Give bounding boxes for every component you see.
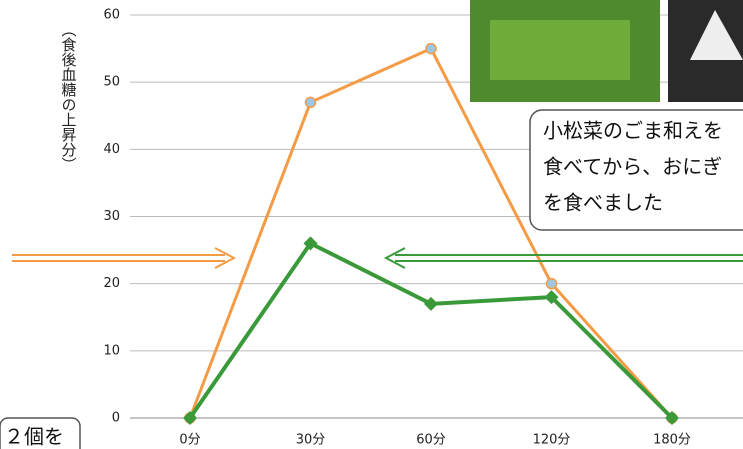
y-tick-label: 60 — [103, 8, 120, 23]
note-line: 食べてから、おにぎ — [543, 155, 722, 179]
note-line: を食べました — [543, 191, 663, 215]
marker — [304, 96, 317, 109]
x-tick-label: 120分 — [533, 433, 571, 448]
side-box — [0, 417, 81, 449]
note-box — [529, 109, 743, 231]
marker — [183, 411, 197, 425]
photo-rice — [690, 10, 743, 60]
x-tick-label: 60分 — [416, 433, 446, 448]
y-tick-label: 40 — [103, 142, 120, 157]
green-arrow — [383, 247, 743, 269]
y-tick-label: 30 — [103, 209, 120, 224]
marker — [545, 277, 558, 290]
x-tick-label: 180分 — [653, 433, 691, 448]
y-tick-label: 0 — [112, 411, 120, 426]
side-box-text: ２個を — [4, 425, 64, 449]
marker — [425, 42, 437, 55]
y-axis-label: （食後血糖の上昇分） — [60, 22, 78, 172]
y-tick-label: 10 — [103, 343, 120, 358]
y-tick-label: 20 — [103, 276, 120, 291]
x-tick-label: 30分 — [296, 433, 326, 448]
x-tick-label: 0分 — [179, 433, 200, 448]
photo-detail — [490, 20, 630, 80]
orange-arrow — [12, 247, 237, 269]
marker — [544, 290, 559, 305]
y-tick-label: 50 — [103, 75, 120, 90]
marker — [665, 411, 679, 425]
marker — [303, 236, 318, 251]
note-line: 小松菜のごま和えを — [543, 119, 723, 143]
marker — [424, 296, 438, 311]
